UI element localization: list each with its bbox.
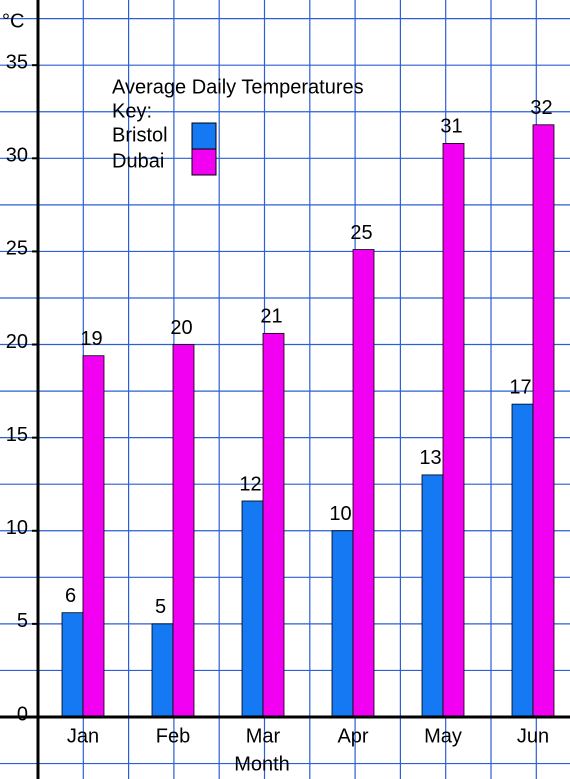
legend-swatch	[191, 122, 217, 150]
data-label: 20	[170, 317, 192, 339]
data-label: 12	[239, 473, 261, 495]
bar	[511, 403, 534, 718]
y-tick-label: 5	[17, 610, 28, 632]
bar	[151, 623, 174, 718]
x-tick-label: May	[424, 725, 462, 747]
y-tick-label: 10	[6, 517, 28, 539]
bar	[172, 344, 195, 718]
legend-label: Bristol	[112, 124, 168, 146]
bar	[421, 474, 444, 718]
bar	[331, 530, 354, 718]
bar	[352, 249, 375, 718]
y-tick-label: 30	[6, 145, 28, 167]
data-label: 31	[440, 116, 462, 138]
legend-label: Dubai	[112, 150, 164, 172]
y-tick-label: 15	[6, 424, 28, 446]
bar	[82, 355, 105, 718]
x-axis-label: Month	[234, 753, 290, 775]
bar	[262, 332, 285, 718]
x-tick-label: Feb	[156, 725, 190, 747]
data-label: 21	[260, 306, 282, 328]
x-tick-label: Jan	[67, 725, 99, 747]
y-tick-label: 0	[17, 703, 28, 725]
y-axis-label: °C	[2, 10, 24, 32]
bar	[442, 142, 465, 718]
data-label: 25	[350, 222, 372, 244]
data-label: 19	[80, 328, 102, 350]
bar	[61, 612, 84, 718]
data-label: 6	[65, 585, 76, 607]
data-label: 17	[509, 376, 531, 398]
bar	[532, 124, 555, 718]
data-label: 13	[419, 447, 441, 469]
data-label: 5	[155, 596, 166, 618]
data-label: 10	[329, 503, 351, 525]
x-tick-label: Mar	[246, 725, 281, 747]
legend-swatch	[191, 148, 217, 176]
legend-title: Key:	[112, 100, 152, 122]
chart-title: Average Daily Temperatures	[112, 76, 364, 98]
y-tick-label: 20	[6, 331, 28, 353]
x-tick-label: Jun	[517, 725, 549, 747]
y-tick-label: 35	[6, 51, 28, 73]
data-label: 32	[530, 97, 552, 119]
bar	[241, 500, 264, 718]
x-tick-label: Apr	[337, 725, 368, 747]
y-tick-label: 25	[6, 238, 28, 260]
